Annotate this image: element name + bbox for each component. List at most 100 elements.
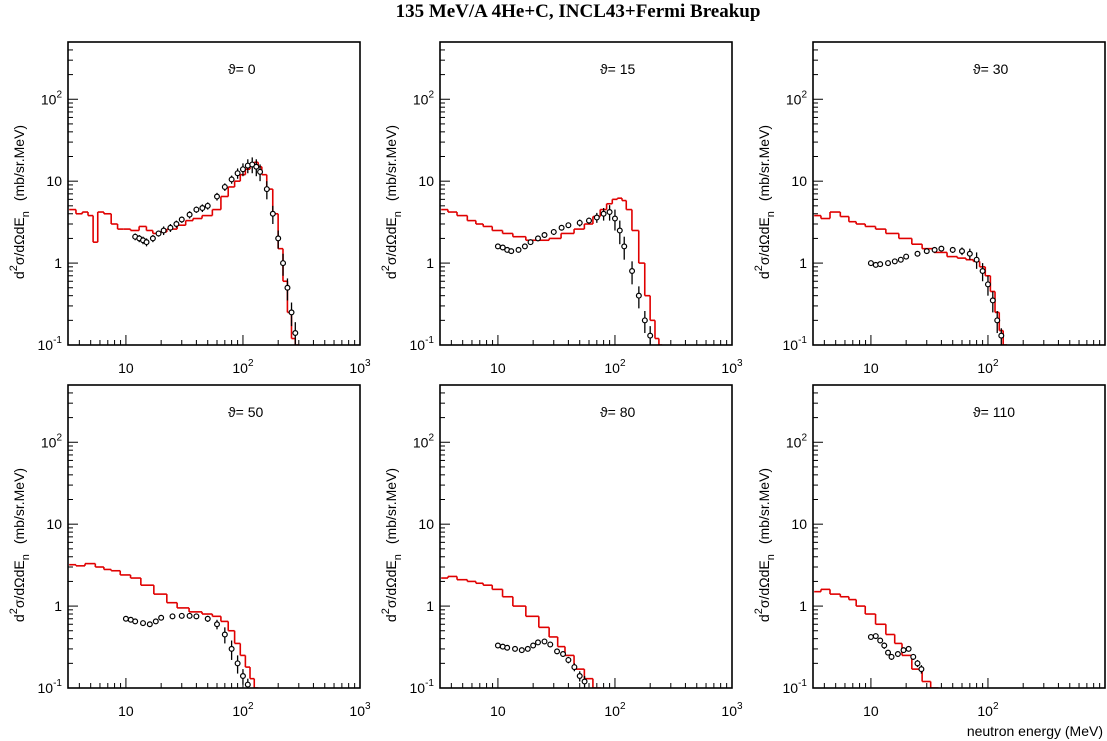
tick-base: 10 [232, 703, 248, 719]
data-point [910, 653, 917, 660]
tick-base: 10 [232, 360, 248, 376]
data-point [173, 221, 180, 228]
tick-label: 102 [786, 89, 808, 107]
tick-base: 10 [418, 516, 434, 532]
data-point [914, 250, 921, 257]
data-point [527, 239, 534, 246]
data-point [581, 678, 588, 685]
data-point [288, 309, 295, 316]
frame [812, 384, 1106, 689]
tick-label: 10 [791, 516, 807, 532]
data-point [550, 228, 557, 235]
data-point [146, 621, 153, 628]
data-point [494, 642, 501, 649]
y-label-part: d [11, 271, 27, 279]
frame [439, 41, 733, 346]
data-point [576, 673, 583, 680]
data-point [554, 648, 561, 655]
tick-label: 10-1 [783, 678, 808, 696]
data-point [213, 621, 220, 628]
y-label-sub: n [20, 211, 32, 217]
tick-label: 10-1 [38, 678, 63, 696]
tick-base: 10 [349, 360, 365, 376]
y-label-sup: 2 [753, 265, 765, 271]
tick-exponent: 2 [620, 358, 626, 369]
frame [812, 41, 1106, 346]
tick-base: 10 [977, 360, 993, 376]
tick-base: 10 [410, 337, 426, 353]
data-point [571, 664, 578, 671]
data-point [518, 647, 525, 654]
frame [439, 384, 733, 689]
y-label-sub: n [20, 554, 32, 560]
data-point [918, 666, 925, 673]
data-point [647, 332, 654, 339]
annotation: ϑ= 0 [228, 61, 256, 77]
data-point [534, 235, 541, 242]
annotation: ϑ= 80 [600, 404, 636, 420]
data-point [897, 256, 904, 263]
data-point [204, 202, 211, 209]
y-axis-label: d2σ/dΩdEn (mb/sr.MeV) [8, 125, 32, 279]
data-point [515, 246, 522, 253]
data-point [521, 243, 528, 250]
tick-base: 10 [490, 703, 506, 719]
data-point [167, 224, 174, 231]
tick-label: 1 [426, 598, 434, 614]
data-point [900, 647, 907, 654]
data-point [193, 613, 200, 620]
tick-base: 10 [46, 173, 62, 189]
tick-label: 102 [232, 358, 254, 376]
tick-label: 102 [977, 358, 999, 376]
y-label-sub: n [392, 211, 404, 217]
figure-title: 135 MeV/A 4He+C, INCL43+Fermi Breakup [396, 1, 761, 22]
tick-label: 10 [46, 173, 62, 189]
data-point [867, 633, 874, 640]
y-label-part: (mb/sr.MeV) [383, 468, 399, 544]
tick-base: 10 [786, 91, 802, 107]
plot-area [814, 588, 939, 688]
data-point [284, 284, 291, 291]
plot-area [441, 197, 663, 345]
tick-exponent: 2 [56, 432, 62, 443]
data-point [228, 176, 235, 183]
data-point [994, 317, 1001, 324]
tick-label: 1 [54, 255, 62, 271]
y-axis-label: d2σ/dΩdEn (mb/sr.MeV) [380, 468, 404, 622]
tick-base: 10 [863, 703, 879, 719]
annotation: ϑ= 110 [973, 404, 1015, 420]
tick-base: 1 [426, 255, 434, 271]
data-point [155, 230, 162, 237]
tick-base: 10 [791, 173, 807, 189]
tick-label: 102 [977, 701, 999, 719]
tick-base: 10 [38, 680, 54, 696]
data-point [257, 168, 264, 175]
data-point [204, 615, 211, 622]
tick-base: 10 [410, 680, 426, 696]
tick-label: 102 [41, 432, 63, 450]
data-point [253, 163, 260, 170]
data-point [524, 645, 531, 652]
y-label-sup: 2 [8, 265, 20, 271]
tick-exponent: 2 [428, 89, 434, 100]
tick-exponent: 2 [993, 701, 999, 712]
tick-label: 1 [799, 598, 807, 614]
y-label-part: σ/dΩdE [756, 560, 772, 608]
tick-label: 102 [786, 432, 808, 450]
y-label-sub: n [392, 554, 404, 560]
tick-base: 10 [349, 703, 365, 719]
tick-label: 102 [41, 89, 63, 107]
data-point [973, 256, 980, 263]
y-label-part: d [383, 614, 399, 622]
y-label-sup: 2 [380, 265, 392, 271]
tick-base: 10 [604, 360, 620, 376]
tick-exponent: -1 [425, 335, 434, 346]
data-point [244, 681, 251, 688]
data-point [877, 261, 884, 268]
frame [67, 41, 361, 346]
